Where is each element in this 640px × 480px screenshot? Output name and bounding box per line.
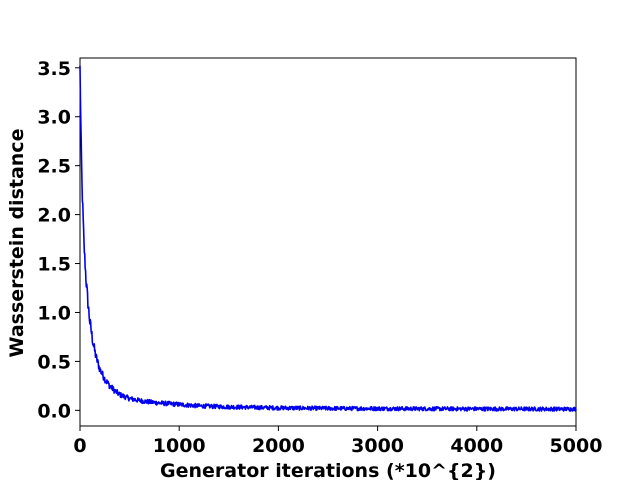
x-tick-label: 5000: [550, 435, 603, 457]
y-tick-label: 1.5: [37, 254, 71, 276]
plot-frame: [79, 57, 577, 427]
x-tick-label: 1000: [153, 435, 206, 457]
y-tick-label: 3.0: [37, 107, 71, 129]
series-line: [79, 65, 577, 412]
x-tick-label: 4000: [450, 435, 503, 457]
x-tick-label: 3000: [351, 435, 404, 457]
y-axis-label: Wasserstein distance: [6, 129, 28, 358]
y-tick-label: 2.0: [37, 205, 71, 227]
x-axis-label: Generator iterations (*10^{2}): [160, 460, 496, 480]
x-tick-label: 2000: [252, 435, 305, 457]
y-tick-label: 0.5: [37, 351, 71, 373]
x-tick-label: 0: [73, 435, 86, 457]
y-axis: 0.0 0.5 1.0 1.5 2.0 2.5 3.0 3.5: [37, 58, 80, 422]
series-layer: [79, 65, 577, 412]
y-tick-label: 1.0: [37, 302, 71, 324]
y-tick-label: 0.0: [37, 400, 71, 422]
x-axis: 0 1000 2000 3000 4000 5000: [73, 426, 602, 457]
y-tick-label: 3.5: [37, 58, 71, 80]
y-tick-label: 2.5: [37, 156, 71, 178]
